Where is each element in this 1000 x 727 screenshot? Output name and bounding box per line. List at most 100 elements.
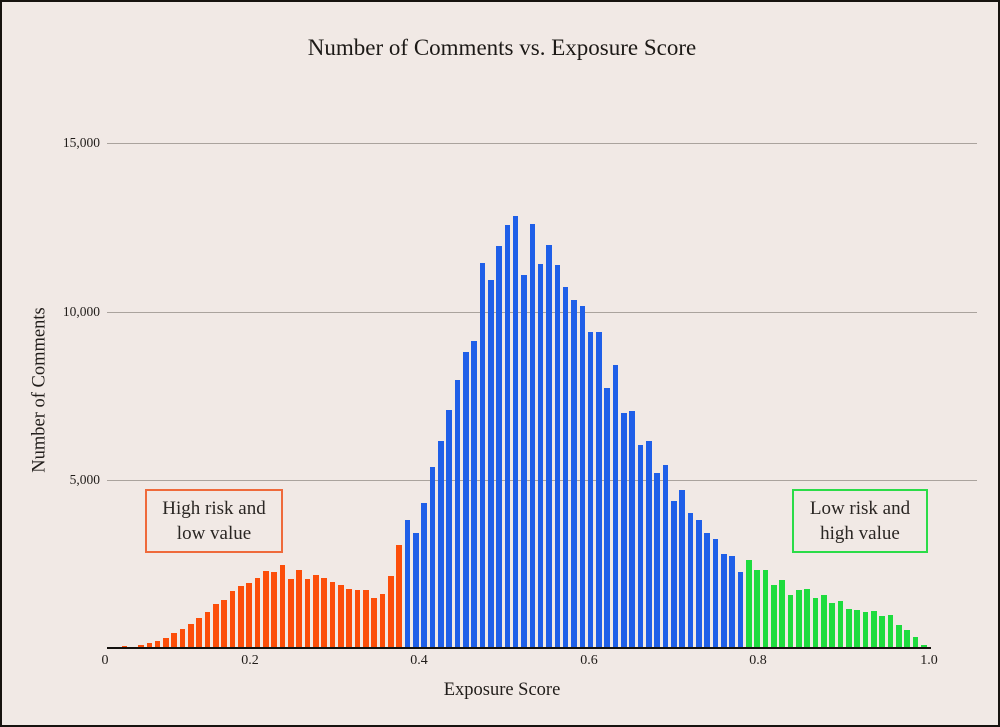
- histogram-bar: [421, 502, 427, 649]
- histogram-bar: [754, 570, 760, 649]
- x-axis-line: [107, 647, 931, 649]
- histogram-bar: [579, 306, 586, 649]
- histogram-bar: [879, 616, 885, 649]
- low-risk-annotation-box: Low risk and high value: [792, 489, 928, 553]
- y-axis-title: Number of Comments: [29, 307, 50, 473]
- histogram-bar: [296, 570, 302, 649]
- histogram-bar: [637, 445, 644, 649]
- histogram-bar: [671, 500, 677, 649]
- histogram-bar: [696, 520, 702, 649]
- histogram-bar: [454, 379, 461, 649]
- histogram-bar: [512, 216, 519, 649]
- histogram-bar: [429, 467, 436, 649]
- histogram-bar: [737, 571, 744, 649]
- histogram-bar: [654, 472, 661, 649]
- y-tick-label-5000: 5,000: [69, 472, 100, 487]
- histogram-bar: [504, 225, 511, 649]
- histogram-bar: [887, 615, 894, 649]
- histogram-bar: [329, 581, 336, 649]
- histogram-bar: [321, 577, 327, 649]
- histogram-bar: [571, 300, 577, 649]
- histogram-bar: [604, 387, 611, 649]
- histogram-bar: [521, 275, 527, 649]
- histogram-bar: [862, 612, 869, 649]
- histogram-bar: [338, 585, 344, 649]
- histogram-bar: [163, 638, 169, 649]
- histogram-bar: [204, 611, 211, 649]
- histogram-bar: [396, 544, 402, 649]
- histogram-bar: [562, 287, 569, 649]
- histogram-bar: [746, 559, 752, 649]
- histogram-bar: [529, 223, 536, 649]
- histogram-bar: [712, 538, 719, 649]
- histogram-bar: [487, 280, 494, 649]
- gridline-15000: [107, 143, 977, 144]
- histogram-bar: [729, 556, 735, 649]
- x-tick-label-0: 0: [101, 653, 109, 668]
- chart-title: Number of Comments vs. Exposure Score: [307, 35, 697, 60]
- y-tick-label-15000: 15,000: [62, 135, 100, 150]
- histogram-bar: [446, 409, 452, 649]
- histogram-bar: [171, 633, 178, 649]
- histogram-bar: [771, 584, 777, 649]
- x-tick-label-1.0: 1.0: [920, 653, 938, 668]
- y-tick-label-10000: 10,000: [62, 304, 100, 319]
- high-risk-annotation-line1: High risk and: [162, 497, 266, 519]
- histogram-bar: [796, 590, 802, 649]
- histogram-bar: [213, 604, 219, 649]
- histogram-bar: [462, 351, 469, 649]
- histogram-bar: [621, 413, 627, 649]
- histogram-bar: [188, 624, 194, 649]
- histogram-bar: [679, 490, 686, 649]
- histogram-bar: [246, 583, 253, 649]
- histogram-bar: [412, 532, 419, 649]
- x-tick-label-0.8: 0.8: [749, 653, 767, 668]
- histogram-bar: [471, 341, 477, 649]
- histogram-bar: [288, 578, 294, 649]
- high-risk-annotation-box: High risk and low value: [145, 489, 283, 553]
- histogram-bar: [812, 597, 819, 649]
- histogram-bar: [845, 608, 852, 649]
- histogram-bar: [404, 519, 411, 649]
- histogram-bar: [279, 565, 286, 649]
- histogram-bar: [437, 440, 444, 649]
- histogram-bar: [779, 580, 785, 649]
- x-tick-label-0.6: 0.6: [580, 653, 598, 668]
- histogram-bar: [371, 597, 377, 649]
- histogram-bar: [263, 570, 269, 649]
- histogram-bar: [646, 440, 652, 649]
- histogram-bar: [804, 589, 810, 649]
- x-tick-label-0.4: 0.4: [410, 653, 428, 668]
- histogram-bar: [596, 332, 602, 649]
- histogram-bar: [721, 554, 727, 649]
- histogram-bar: [687, 512, 694, 649]
- low-risk-annotation-line1: Low risk and: [809, 497, 911, 519]
- x-axis-title: Exposure Score: [443, 680, 561, 700]
- histogram-bar: [154, 640, 161, 649]
- histogram-bar: [479, 262, 486, 649]
- histogram-bar: [146, 643, 153, 649]
- histogram-bar: [537, 263, 544, 649]
- histogram-bar: [587, 332, 594, 649]
- histogram-bar: [895, 625, 902, 649]
- high-risk-annotation-line2: low value: [176, 523, 252, 544]
- histogram-bar: [363, 589, 369, 649]
- histogram-bar: [238, 585, 244, 649]
- histogram-bar: [787, 594, 794, 649]
- histogram-bar: [221, 599, 228, 649]
- low-risk-annotation-line2: high value: [820, 523, 900, 544]
- histogram-bar: [179, 629, 186, 649]
- histogram-bar: [387, 576, 394, 649]
- histogram-bar: [196, 618, 203, 649]
- histogram-bar: [854, 609, 860, 649]
- histogram-bar: [313, 575, 319, 649]
- histogram-bar: [821, 595, 827, 649]
- histogram-bar: [271, 571, 277, 649]
- histogram-bar: [904, 630, 910, 649]
- histogram-bar: [612, 364, 619, 649]
- histogram-bar: [304, 578, 311, 649]
- plot-area: [107, 122, 931, 649]
- histogram-bar: [912, 637, 919, 649]
- histogram-bar: [629, 410, 636, 649]
